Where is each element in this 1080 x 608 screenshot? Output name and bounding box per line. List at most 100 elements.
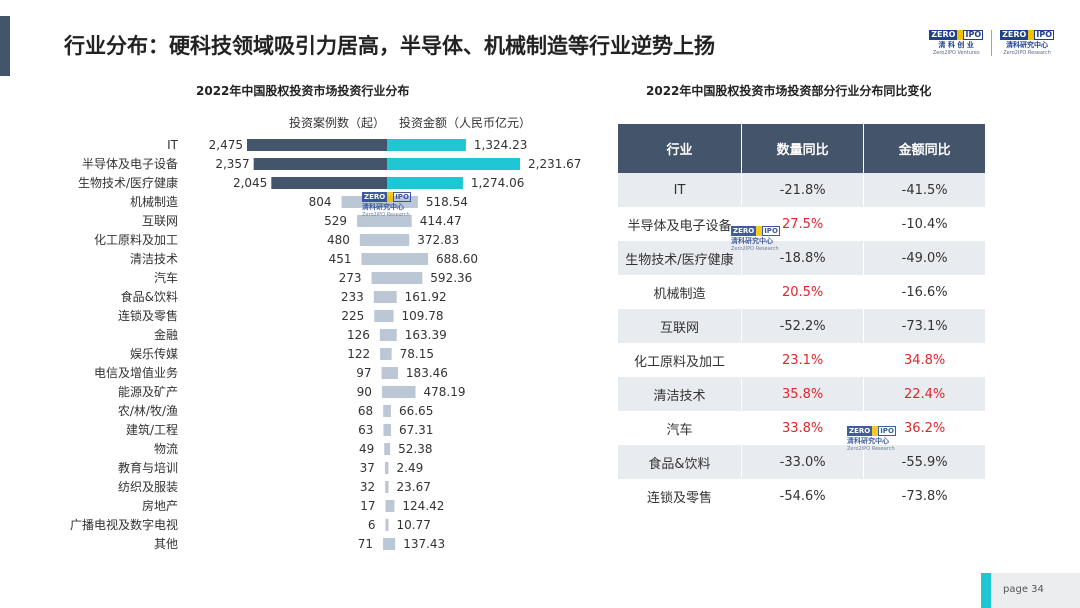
deals-value-label: 37 xyxy=(360,461,375,475)
deals-yoy-cell: 33.8% xyxy=(741,411,865,445)
amount-value-label: 688.60 xyxy=(436,252,478,266)
table-header-deals-yoy: 数量同比 xyxy=(741,124,865,173)
page-title: 行业分布：硬科技领域吸引力居高，半导体、机械制造等行业逆势上扬 xyxy=(64,34,715,58)
amount-value-label: 137.43 xyxy=(403,537,445,550)
amount-value-label: 109.78 xyxy=(402,309,444,323)
amount-bar xyxy=(387,253,429,265)
category-label: 教育与培训 xyxy=(118,460,178,475)
amount-value-label: 414.47 xyxy=(420,214,462,228)
amount-value-label: 163.39 xyxy=(405,328,447,342)
category-label: 电信及增值业务 xyxy=(94,365,178,380)
deals-bar xyxy=(384,443,387,455)
category-label: 纺织及服装 xyxy=(118,480,178,494)
amount-yoy-cell: 34.8% xyxy=(863,343,985,377)
legend-deals: 投资案例数（起） xyxy=(289,116,386,130)
deals-bar xyxy=(385,500,387,512)
category-label: 互联网 xyxy=(142,214,178,228)
deals-value-label: 273 xyxy=(339,271,362,285)
deals-value-label: 122 xyxy=(347,347,370,361)
deals-yoy-cell: -21.8% xyxy=(741,173,865,207)
amount-value-label: 124.42 xyxy=(402,499,444,513)
amount-bar xyxy=(387,291,397,303)
deals-yoy-cell: 27.5% xyxy=(741,207,865,241)
deals-value-label: 225 xyxy=(341,309,364,323)
amount-value-label: 1,324.23 xyxy=(474,138,527,152)
deals-value-label: 68 xyxy=(358,404,373,418)
deals-value-label: 804 xyxy=(309,195,332,209)
amount-bar xyxy=(387,367,398,379)
logo-group: ZERO IPO 清 科 创 业 Zero2IPO Ventures ZERO IP… xyxy=(929,30,1054,56)
amount-bar xyxy=(387,462,389,474)
amount-value-label: 161.92 xyxy=(405,290,447,304)
table-header-amount-yoy: 金额同比 xyxy=(863,124,985,173)
deals-bar xyxy=(385,481,387,493)
amount-yoy-cell: 36.2% xyxy=(863,411,985,445)
category-label: 房地产 xyxy=(142,498,178,513)
industry-cell: 汽车 xyxy=(618,411,742,445)
deals-yoy-cell: 35.8% xyxy=(741,377,865,411)
watermark-logo: ZERO IPO 清科研究中心 Zero2IPO Research xyxy=(362,192,411,218)
amount-bar xyxy=(387,329,397,341)
amount-yoy-cell: -10.4% xyxy=(863,207,985,241)
amount-value-label: 2.49 xyxy=(397,461,424,475)
deals-yoy-cell: -54.6% xyxy=(741,479,865,513)
deals-bar xyxy=(374,310,387,322)
amount-value-label: 518.54 xyxy=(426,195,468,209)
deals-yoy-cell: -52.2% xyxy=(741,309,865,343)
category-label: 娱乐传媒 xyxy=(130,346,178,361)
industry-cell: 生物技术/医疗健康 xyxy=(618,241,742,275)
amount-yoy-cell: -49.0% xyxy=(863,241,985,275)
category-label: 农/林/牧/渔 xyxy=(118,404,178,418)
page-number-tag: page 34 xyxy=(981,573,1080,608)
amount-value-label: 183.46 xyxy=(406,366,448,380)
industry-cell: 清洁技术 xyxy=(618,377,742,411)
logo-separator xyxy=(991,30,993,56)
amount-bar xyxy=(387,139,466,151)
amount-value-label: 592.36 xyxy=(430,271,472,285)
amount-bar xyxy=(387,519,389,531)
category-label: 广播电视及数字电视 xyxy=(70,517,178,532)
zero2ipo-ventures-logo: ZERO IPO 清 科 创 业 Zero2IPO Ventures xyxy=(929,30,984,56)
deals-yoy-cell: -18.8% xyxy=(741,241,865,275)
category-label: 连锁及零售 xyxy=(118,308,178,323)
deals-value-label: 97 xyxy=(356,366,371,380)
table-row: 半导体及电子设备 27.5% -10.4% xyxy=(618,207,985,241)
amount-bar xyxy=(387,424,392,436)
deals-value-label: 233 xyxy=(341,290,364,304)
deals-bar xyxy=(379,329,387,341)
deals-bar xyxy=(384,462,387,474)
deals-value-label: 6 xyxy=(368,518,376,532)
amount-bar xyxy=(387,310,394,322)
category-label: 化工原料及加工 xyxy=(94,233,178,247)
amount-value-label: 78.15 xyxy=(400,347,434,361)
table-row: IT -21.8% -41.5% xyxy=(618,173,985,207)
deals-bar xyxy=(373,291,387,303)
amount-bar xyxy=(387,215,412,227)
legend-amount: 投资金额（人民币亿元） xyxy=(399,116,532,130)
category-label: 其他 xyxy=(154,537,178,550)
amount-yoy-cell: -55.9% xyxy=(863,445,985,479)
table-title: 2022年中国股权投资市场投资部分行业分布同比变化 xyxy=(646,84,932,98)
amount-value-label: 478.19 xyxy=(423,385,465,399)
category-label: 汽车 xyxy=(154,270,178,285)
deals-value-label: 90 xyxy=(357,385,372,399)
page-tag-accent xyxy=(981,573,991,608)
deals-bar xyxy=(357,215,387,227)
amount-bar xyxy=(387,234,410,246)
table-row: 清洁技术 35.8% 22.4% xyxy=(618,377,985,411)
deals-yoy-cell: 23.1% xyxy=(741,343,865,377)
deals-bar xyxy=(371,272,387,284)
amount-yoy-cell: -16.6% xyxy=(863,275,985,309)
category-label: 食品&饮料 xyxy=(121,289,178,304)
table-row: 生物技术/医疗健康 -18.8% -49.0% xyxy=(618,241,985,275)
deals-value-label: 2,357 xyxy=(215,157,249,171)
deals-value-label: 529 xyxy=(324,214,347,228)
deals-value-label: 49 xyxy=(359,442,374,456)
industry-cell: IT xyxy=(618,173,742,207)
table-row: 化工原料及加工 23.1% 34.8% xyxy=(618,343,985,377)
category-label: 机械制造 xyxy=(130,194,178,209)
deals-value-label: 451 xyxy=(329,252,352,266)
table-row: 连锁及零售 -54.6% -73.8% xyxy=(618,479,985,513)
amount-bar xyxy=(387,500,395,512)
deals-value-label: 2,045 xyxy=(233,176,267,190)
